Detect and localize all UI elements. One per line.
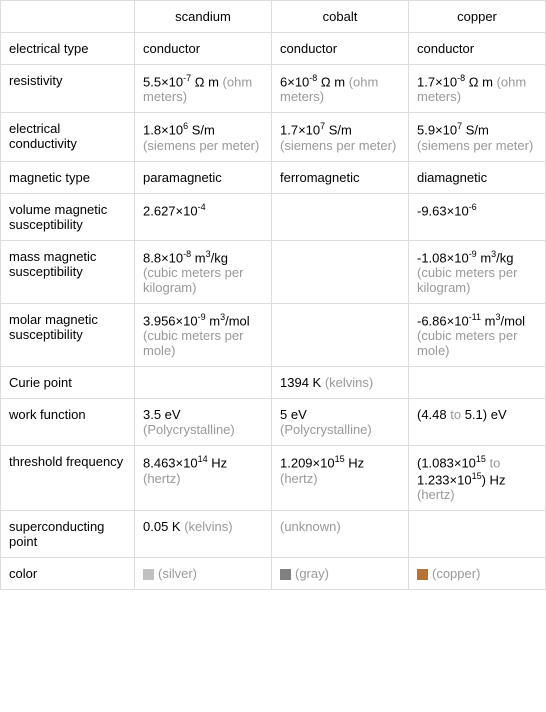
row-label: superconducting point bbox=[1, 510, 135, 557]
corner-cell bbox=[1, 1, 135, 33]
data-cell: diamagnetic bbox=[409, 161, 546, 193]
col-header-scandium: scandium bbox=[135, 1, 272, 33]
col-header-cobalt: cobalt bbox=[272, 1, 409, 33]
data-cell: 5.5×10-7 Ω m (ohm meters) bbox=[135, 65, 272, 113]
data-cell bbox=[272, 303, 409, 366]
unit-label: (siemens per meter) bbox=[280, 138, 396, 153]
unit-label: (kelvins) bbox=[325, 375, 373, 390]
row-label: color bbox=[1, 557, 135, 589]
unknown-label: (unknown) bbox=[280, 519, 341, 534]
unit-label: (siemens per meter) bbox=[143, 138, 259, 153]
data-cell: conductor bbox=[135, 33, 272, 65]
table-row: mass magnetic susceptibility8.8×10-8 m3/… bbox=[1, 240, 546, 303]
data-cell: 1.7×107 S/m (siemens per meter) bbox=[272, 113, 409, 161]
data-cell: 6×10-8 Ω m (ohm meters) bbox=[272, 65, 409, 113]
row-label: Curie point bbox=[1, 367, 135, 399]
table-row: work function3.5 eV (Polycrystalline)5 e… bbox=[1, 399, 546, 446]
row-label: resistivity bbox=[1, 65, 135, 113]
data-cell: (1.083×1015 to 1.233×1015) Hz (hertz) bbox=[409, 446, 546, 511]
data-cell: (4.48 to 5.1) eV bbox=[409, 399, 546, 446]
unit-label: (Polycrystalline) bbox=[280, 422, 372, 437]
data-cell: 8.463×1014 Hz (hertz) bbox=[135, 446, 272, 511]
row-label: electrical conductivity bbox=[1, 113, 135, 161]
col-header-copper: copper bbox=[409, 1, 546, 33]
color-label: (copper) bbox=[432, 566, 480, 581]
data-cell: 8.8×10-8 m3/kg (cubic meters per kilogra… bbox=[135, 240, 272, 303]
data-cell: conductor bbox=[409, 33, 546, 65]
unit-label: (hertz) bbox=[280, 471, 318, 486]
unit-label: (cubic meters per kilogram) bbox=[417, 265, 517, 295]
unit-label: (ohm meters) bbox=[143, 74, 252, 104]
data-cell: -1.08×10-9 m3/kg (cubic meters per kilog… bbox=[409, 240, 546, 303]
unit-label: (siemens per meter) bbox=[417, 138, 533, 153]
table-row: electrical typeconductorconductorconduct… bbox=[1, 33, 546, 65]
color-swatch bbox=[417, 569, 428, 580]
color-swatch bbox=[280, 569, 291, 580]
table-row: resistivity5.5×10-7 Ω m (ohm meters)6×10… bbox=[1, 65, 546, 113]
data-cell: (gray) bbox=[272, 557, 409, 589]
row-label: work function bbox=[1, 399, 135, 446]
color-swatch bbox=[143, 569, 154, 580]
data-cell: 5.9×107 S/m (siemens per meter) bbox=[409, 113, 546, 161]
table-row: superconducting point0.05 K (kelvins) (un… bbox=[1, 510, 546, 557]
color-label: (silver) bbox=[158, 566, 197, 581]
data-cell: 1.7×10-8 Ω m (ohm meters) bbox=[409, 65, 546, 113]
row-label: molar magnetic susceptibility bbox=[1, 303, 135, 366]
table-row: molar magnetic susceptibility3.956×10-9 … bbox=[1, 303, 546, 366]
row-label: electrical type bbox=[1, 33, 135, 65]
data-cell: conductor bbox=[272, 33, 409, 65]
data-cell: 3.5 eV (Polycrystalline) bbox=[135, 399, 272, 446]
data-cell: 3.956×10-9 m3/mol (cubic meters per mole… bbox=[135, 303, 272, 366]
row-label: threshold frequency bbox=[1, 446, 135, 511]
table-row: color (silver) (gray) (copper) bbox=[1, 557, 546, 589]
data-cell: paramagnetic bbox=[135, 161, 272, 193]
data-cell bbox=[135, 367, 272, 399]
header-row: scandium cobalt copper bbox=[1, 1, 546, 33]
data-cell: -6.86×10-11 m3/mol (cubic meters per mol… bbox=[409, 303, 546, 366]
table-row: threshold frequency8.463×1014 Hz (hertz)… bbox=[1, 446, 546, 511]
data-cell: (silver) bbox=[135, 557, 272, 589]
color-label: (gray) bbox=[295, 566, 329, 581]
data-cell bbox=[409, 510, 546, 557]
row-label: magnetic type bbox=[1, 161, 135, 193]
data-cell: 1.209×1015 Hz (hertz) bbox=[272, 446, 409, 511]
unit-label: (hertz) bbox=[143, 471, 181, 486]
data-cell: ferromagnetic bbox=[272, 161, 409, 193]
table-row: magnetic typeparamagneticferromagneticdi… bbox=[1, 161, 546, 193]
properties-table: scandium cobalt copper electrical typeco… bbox=[0, 0, 546, 590]
unit-label: (kelvins) bbox=[184, 519, 232, 534]
table-row: electrical conductivity1.8×106 S/m (siem… bbox=[1, 113, 546, 161]
unit-label: (cubic meters per mole) bbox=[143, 328, 243, 358]
unit-label: (ohm meters) bbox=[280, 74, 378, 104]
data-cell bbox=[272, 193, 409, 240]
data-cell bbox=[272, 240, 409, 303]
data-cell bbox=[409, 367, 546, 399]
unit-label: (ohm meters) bbox=[417, 74, 526, 104]
row-label: mass magnetic susceptibility bbox=[1, 240, 135, 303]
data-cell: -9.63×10-6 bbox=[409, 193, 546, 240]
row-label: volume magnetic susceptibility bbox=[1, 193, 135, 240]
unit-label: (cubic meters per mole) bbox=[417, 328, 517, 358]
table-row: volume magnetic susceptibility2.627×10-4… bbox=[1, 193, 546, 240]
unit-label: (Polycrystalline) bbox=[143, 422, 235, 437]
data-cell: (unknown) bbox=[272, 510, 409, 557]
unit-label: (cubic meters per kilogram) bbox=[143, 265, 243, 295]
data-cell: 1394 K (kelvins) bbox=[272, 367, 409, 399]
data-cell: 0.05 K (kelvins) bbox=[135, 510, 272, 557]
data-cell: 2.627×10-4 bbox=[135, 193, 272, 240]
data-cell: 1.8×106 S/m (siemens per meter) bbox=[135, 113, 272, 161]
table-row: Curie point 1394 K (kelvins) bbox=[1, 367, 546, 399]
data-cell: 5 eV (Polycrystalline) bbox=[272, 399, 409, 446]
data-cell: (copper) bbox=[409, 557, 546, 589]
